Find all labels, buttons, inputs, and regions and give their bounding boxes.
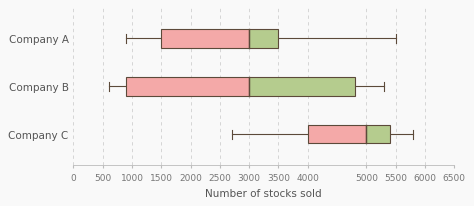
Bar <box>308 126 366 144</box>
X-axis label: Number of stocks sold: Number of stocks sold <box>206 188 322 198</box>
Bar <box>249 78 355 96</box>
Bar <box>161 30 249 48</box>
Bar <box>366 126 390 144</box>
Bar <box>249 30 278 48</box>
Bar <box>126 78 249 96</box>
